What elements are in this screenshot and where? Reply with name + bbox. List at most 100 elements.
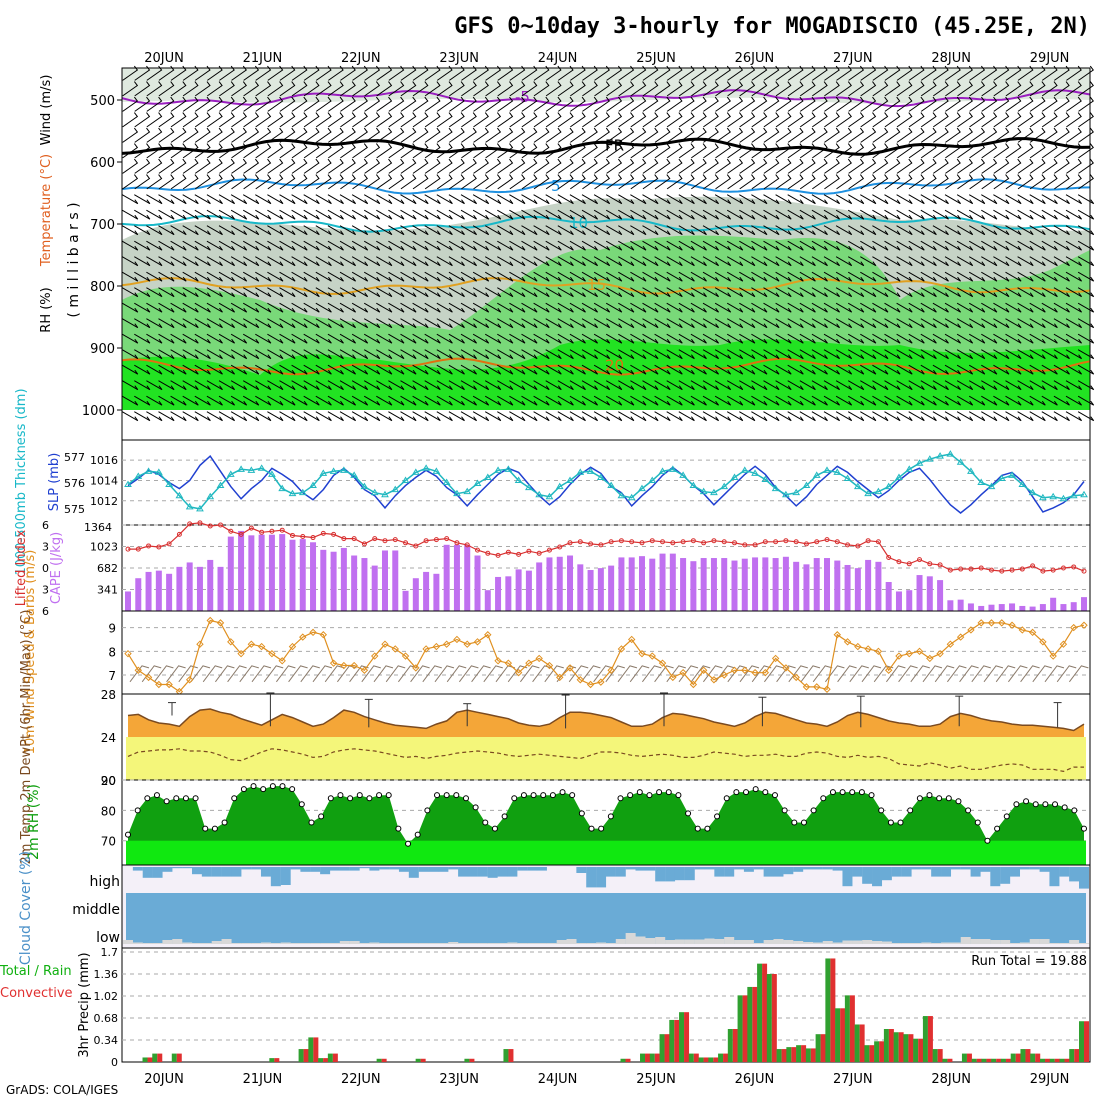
wind-barb xyxy=(630,112,647,128)
high-cloud-bar xyxy=(872,867,883,887)
cape-bar xyxy=(741,558,748,611)
wind-barb xyxy=(932,194,949,205)
precip-total-bar xyxy=(1039,1058,1045,1062)
thickness-point xyxy=(154,468,163,475)
wind-barb xyxy=(219,143,235,159)
wind-barb xyxy=(884,411,901,422)
low-cloud-bar xyxy=(970,939,981,944)
cape-bar xyxy=(567,555,574,611)
wind-barb xyxy=(351,194,369,205)
temperature-line xyxy=(127,708,1085,732)
surface-wind-barb xyxy=(166,665,186,683)
wind-barb xyxy=(509,287,526,298)
wind-barb xyxy=(412,112,429,128)
li-point xyxy=(896,559,902,565)
wind-barb xyxy=(533,380,550,391)
wind-barb xyxy=(146,81,163,97)
wind-barb xyxy=(146,364,163,375)
high-cloud-bar xyxy=(852,867,863,877)
cape-bar xyxy=(268,534,275,611)
wind-barb xyxy=(763,158,780,174)
wind-barb xyxy=(194,209,211,220)
wind-barb xyxy=(847,209,865,220)
li-point xyxy=(228,528,234,534)
wind-speed-point xyxy=(401,652,410,660)
wind-barb xyxy=(702,240,719,251)
precip-total-bar xyxy=(1010,1053,1016,1062)
wind-barb xyxy=(363,225,381,236)
wind-barb xyxy=(787,333,804,344)
wind-barb xyxy=(230,302,248,313)
low-cloud-bar xyxy=(694,939,705,944)
wind-barb xyxy=(315,287,332,298)
wind-barb xyxy=(944,287,961,298)
wind-barb xyxy=(630,318,647,329)
wind-barb xyxy=(666,65,683,81)
wind-barb xyxy=(1017,143,1034,159)
wind-barb xyxy=(146,240,163,251)
wind-barb xyxy=(376,364,393,375)
wind-barb xyxy=(158,225,175,236)
wind-barb xyxy=(485,127,502,143)
li-point xyxy=(341,536,347,542)
wind-barb xyxy=(424,271,441,282)
wind-barb xyxy=(703,96,719,112)
wind-barb xyxy=(230,364,248,375)
wind-barb xyxy=(206,271,223,282)
wind-barb xyxy=(1041,112,1058,128)
wind-barb xyxy=(315,256,332,267)
li-point xyxy=(608,539,614,545)
cape-bar xyxy=(752,557,759,611)
wind-barb xyxy=(618,81,635,97)
wind-barb xyxy=(569,302,586,313)
wind-barb xyxy=(981,256,998,267)
cape-bar xyxy=(782,556,789,611)
cape-bar xyxy=(207,559,214,611)
wind-barb xyxy=(473,81,489,97)
wind-barb xyxy=(812,127,828,143)
wind-barb xyxy=(170,333,187,344)
high-cloud-bar xyxy=(172,867,183,869)
wind-barb xyxy=(182,194,199,205)
high-cloud-bar xyxy=(921,867,932,870)
wind-barb xyxy=(388,81,405,97)
wind-barb xyxy=(328,65,344,81)
wind-barb xyxy=(848,65,865,81)
thickness-point xyxy=(535,490,544,498)
wind-barb xyxy=(920,411,937,422)
li-point xyxy=(927,561,933,567)
wind-barb xyxy=(533,240,550,251)
rh-point xyxy=(887,819,894,826)
high-cloud-bar xyxy=(487,867,498,878)
low-cloud-bar xyxy=(280,942,291,944)
wind-barb xyxy=(702,411,719,422)
wind-barb xyxy=(605,240,623,251)
thickness-point xyxy=(288,489,297,497)
cape-bar xyxy=(854,568,861,611)
wind-barb xyxy=(654,256,671,267)
wind-barb xyxy=(291,395,308,406)
thickness-point xyxy=(329,467,338,474)
cape-top-tick-label: 1364 xyxy=(84,521,112,534)
wind-barb xyxy=(315,411,332,422)
low-cloud-bar xyxy=(941,942,952,944)
wind-barb xyxy=(194,96,211,112)
precip-convective-bar xyxy=(469,1058,475,1062)
li-point xyxy=(762,539,768,545)
wind-barb xyxy=(993,349,1010,360)
wind-barb xyxy=(146,174,163,190)
wind-barb xyxy=(896,143,913,159)
wind-barb xyxy=(497,318,514,329)
date-label-top: 28JUN xyxy=(931,51,971,66)
li-point xyxy=(567,540,573,546)
wind-barb xyxy=(690,271,707,282)
wind-barb xyxy=(968,287,986,298)
thickness-point xyxy=(843,474,852,481)
wind-barb xyxy=(956,364,974,375)
wind-barb xyxy=(146,411,163,422)
wind-barb xyxy=(449,112,465,128)
low-cloud-bar xyxy=(172,939,183,944)
low-cloud-bar xyxy=(625,933,636,944)
wind-barb xyxy=(206,380,223,391)
cape-bar xyxy=(176,566,183,611)
